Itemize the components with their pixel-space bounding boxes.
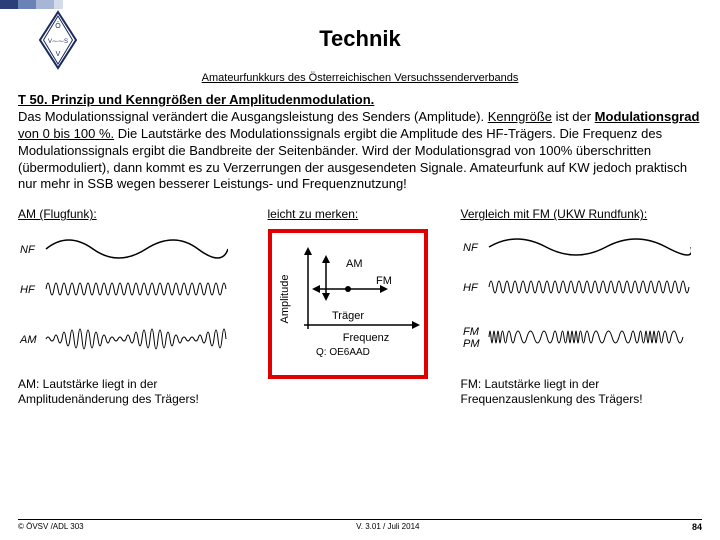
col-am-caption: AM: Lautstärke liegt in der Amplitudenän… bbox=[18, 377, 260, 407]
col-diagram-title: leicht zu merken: bbox=[268, 207, 453, 221]
oevsv-logo: Ö V⁓⁓S V bbox=[38, 10, 78, 70]
col-fm-caption: FM: Lautstärke liegt in der Frequenzausl… bbox=[461, 377, 703, 407]
svg-text:Ö: Ö bbox=[55, 22, 61, 30]
svg-text:Träger: Träger bbox=[332, 310, 364, 322]
svg-text:V: V bbox=[56, 51, 61, 58]
svg-text:NF: NF bbox=[20, 244, 36, 256]
section-heading: T 50. Prinzip und Kenngrößen der Amplitu… bbox=[18, 92, 374, 107]
svg-text:NF: NF bbox=[463, 242, 479, 254]
svg-text:Frequenz: Frequenz bbox=[342, 332, 388, 344]
am-fm-diagram-box: Amplitude Träger AM FM Frequenz Q: OE6AA… bbox=[268, 229, 428, 379]
col-am: AM (Flugfunk): NF HF AM AM: Lautstärke l… bbox=[18, 207, 260, 407]
footer: © ÖVSV /ADL 303 V. 3.01 / Juli 2014 84 bbox=[18, 519, 702, 532]
footer-copyright: © ÖVSV /ADL 303 bbox=[18, 522, 84, 532]
svg-text:V⁓⁓S: V⁓⁓S bbox=[48, 39, 68, 45]
footer-version: V. 3.01 / Juli 2014 bbox=[356, 522, 419, 532]
col-fm: Vergleich mit FM (UKW Rundfunk): NF HF F… bbox=[461, 207, 703, 407]
col-fm-title: Vergleich mit FM (UKW Rundfunk): bbox=[461, 207, 703, 221]
svg-text:PM: PM bbox=[463, 338, 480, 350]
svg-text:Q: OE6AAD: Q: OE6AAD bbox=[316, 347, 370, 357]
svg-text:HF: HF bbox=[20, 284, 36, 296]
col-am-title: AM (Flugfunk): bbox=[18, 207, 260, 221]
svg-text:AM: AM bbox=[19, 334, 37, 346]
page-subtitle: Amateurfunkkurs des Österreichischen Ver… bbox=[18, 72, 702, 84]
am-waveforms: NF HF AM bbox=[18, 229, 228, 369]
svg-text:HF: HF bbox=[463, 282, 479, 294]
svg-text:FM: FM bbox=[463, 326, 480, 338]
svg-text:Amplitude: Amplitude bbox=[279, 275, 291, 324]
footer-page: 84 bbox=[692, 522, 702, 532]
svg-text:FM: FM bbox=[376, 275, 392, 287]
main-content: T 50. Prinzip und Kenngrößen der Amplitu… bbox=[18, 92, 702, 193]
am-fm-axes: Amplitude Träger AM FM Frequenz Q: OE6AA… bbox=[276, 239, 426, 357]
fm-waveforms: NF HF FM PM bbox=[461, 229, 691, 369]
decor-squares bbox=[0, 0, 63, 9]
page-title: Technik bbox=[18, 26, 702, 52]
col-diagram: leicht zu merken: Amplitude Träger AM bbox=[268, 207, 453, 407]
svg-text:AM: AM bbox=[346, 258, 363, 270]
